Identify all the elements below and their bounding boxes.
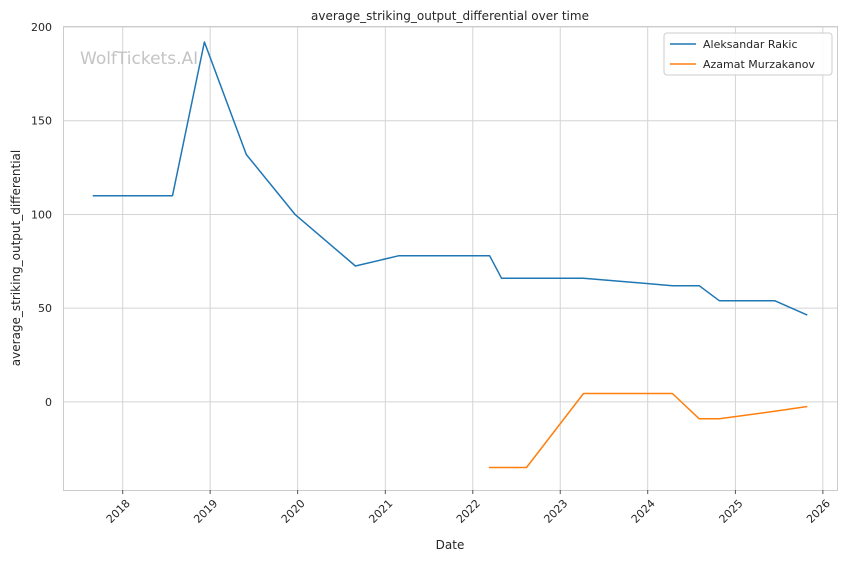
legend-label: Aleksandar Rakic	[703, 38, 798, 51]
y-tick-label: 150	[31, 115, 52, 128]
grid	[64, 26, 837, 490]
series-lines	[92, 41, 808, 469]
y-tick-label: 100	[31, 208, 52, 221]
x-tick-label: 2021	[366, 497, 395, 526]
y-axis-title: average_striking_output_differential	[9, 150, 23, 366]
x-tick-label: 2025	[717, 497, 746, 526]
x-axis-ticks: 2018 2019 2020 2021 2022 2023 2024 2025 2026	[104, 490, 833, 526]
legend-label: Azamat Murzakanov	[703, 58, 815, 71]
y-tick-label: 200	[31, 21, 52, 34]
chart-title: average_striking_output_differential ove…	[311, 9, 589, 23]
x-tick-label: 2023	[541, 497, 570, 526]
watermark: WolfTickets.AI	[80, 49, 198, 69]
x-tick-label: 2019	[191, 497, 220, 526]
plot-frame	[63, 26, 838, 491]
x-tick-label: 2022	[454, 497, 483, 526]
x-tick-label: 2020	[279, 497, 308, 526]
y-tick-label: 50	[38, 302, 52, 315]
y-tick-label: 0	[45, 396, 52, 409]
legend: Aleksandar Rakic Azamat Murzakanov	[663, 32, 833, 76]
x-axis-title: Date	[436, 538, 465, 552]
legend-box	[663, 32, 833, 76]
x-tick-label: 2018	[104, 497, 133, 526]
series-line-1	[488, 392, 808, 469]
series-line-0	[92, 41, 808, 316]
y-axis-ticks: 0 50 100 150 200	[31, 21, 52, 409]
x-tick-label: 2026	[804, 497, 833, 526]
x-tick-label: 2024	[629, 497, 658, 526]
